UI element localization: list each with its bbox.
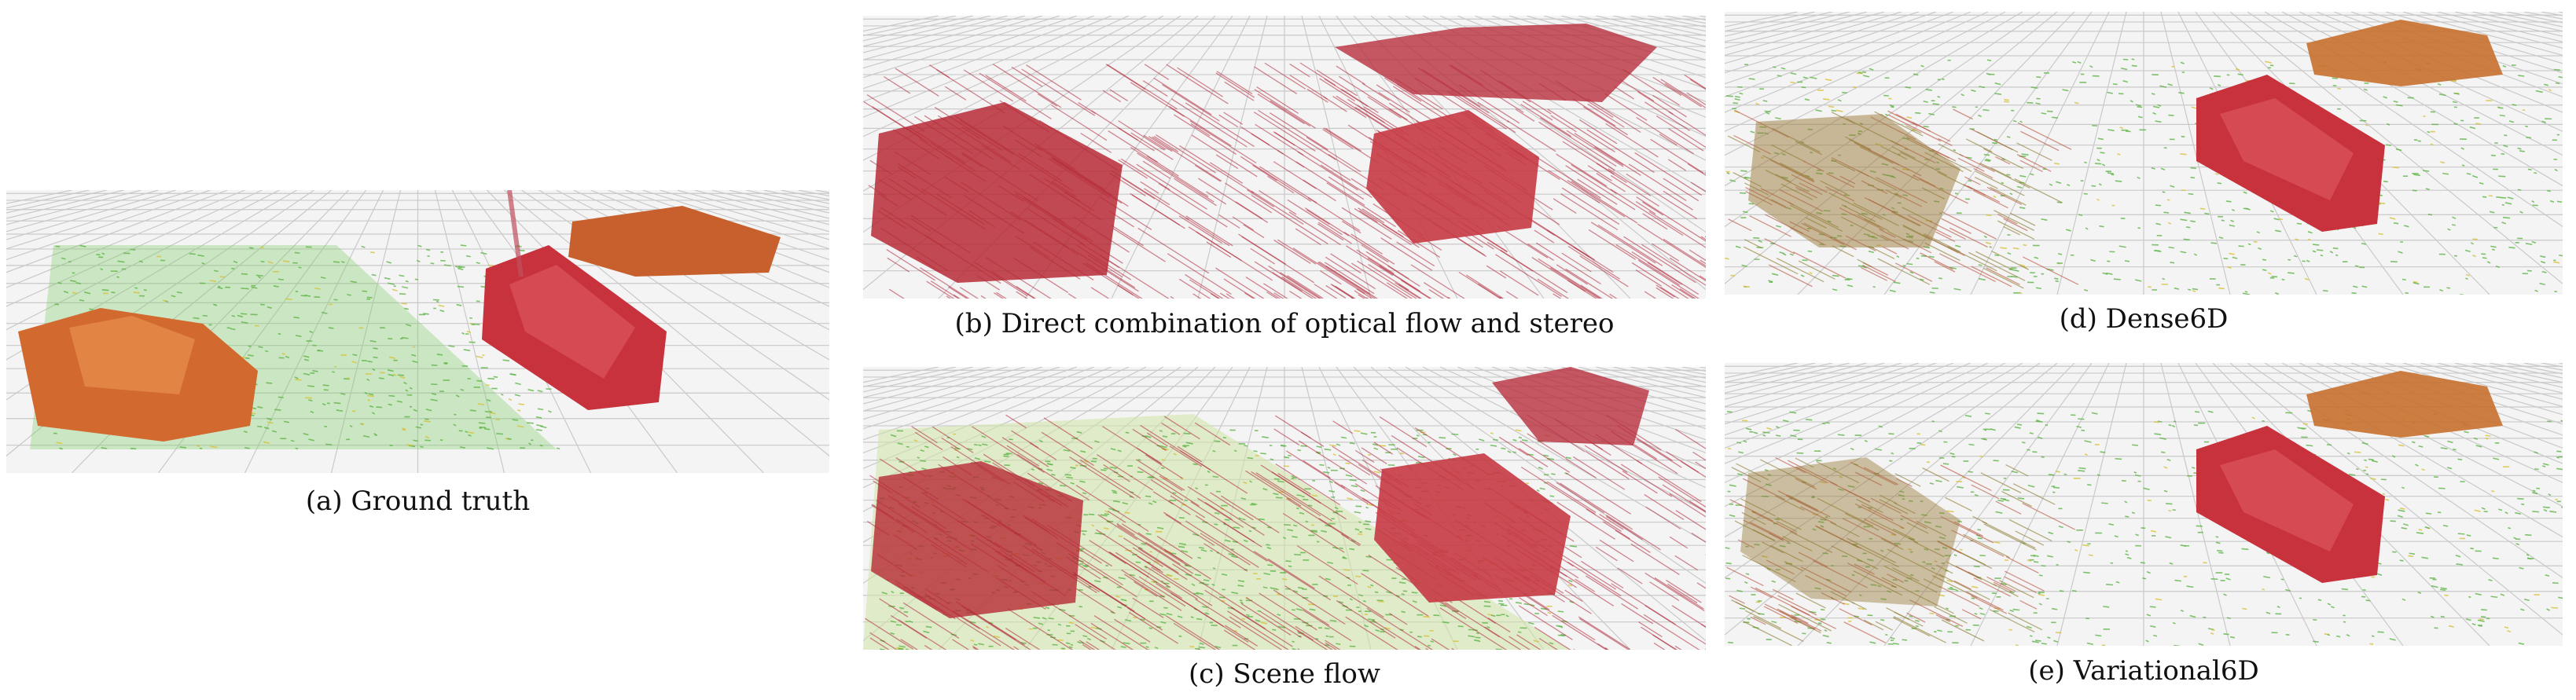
blob-back-car <box>1335 24 1657 102</box>
variational6d-visualization <box>1725 363 2563 646</box>
moving-car-orange-back <box>568 206 781 277</box>
car-highlight <box>2220 449 2354 552</box>
panel-dense6d <box>1725 12 2563 295</box>
car-highlight-orange <box>69 316 195 394</box>
caption-ground-truth: (a) Ground truth <box>305 486 531 517</box>
blob-center-car <box>1374 453 1571 603</box>
ground-truth-visualization <box>6 190 829 473</box>
caption-direct-combination: (b) Direct combination of optical flow a… <box>954 308 1615 339</box>
caption-scene-flow: (c) Scene flow <box>1189 658 1380 690</box>
panel-direct-combination <box>863 16 1706 299</box>
blob-left-car <box>871 461 1083 618</box>
blob-left-car <box>871 102 1123 283</box>
car-highlight <box>2220 98 2354 200</box>
direct-combination-visualization <box>863 16 1706 299</box>
vertical-ray <box>507 190 524 277</box>
scene-flow-visualization <box>863 367 1706 650</box>
blob-center-car <box>1366 110 1539 244</box>
moving-car-orange-back <box>2306 20 2503 86</box>
panel-scene-flow <box>863 367 1706 650</box>
caption-dense6d: (d) Dense6D <box>2059 303 2229 335</box>
panel-ground-truth <box>6 190 829 473</box>
panel-variational6d <box>1725 363 2563 646</box>
blob-left-object <box>1740 457 1960 607</box>
dense6d-visualization <box>1725 12 2563 295</box>
blob-back-car <box>1492 367 1649 445</box>
car-highlight <box>509 265 635 379</box>
ground-grid <box>1725 12 2563 295</box>
blob-left-object <box>1748 114 1960 247</box>
moving-car-orange-back <box>2306 371 2503 438</box>
caption-variational6d: (e) Variational6D <box>2028 655 2259 687</box>
